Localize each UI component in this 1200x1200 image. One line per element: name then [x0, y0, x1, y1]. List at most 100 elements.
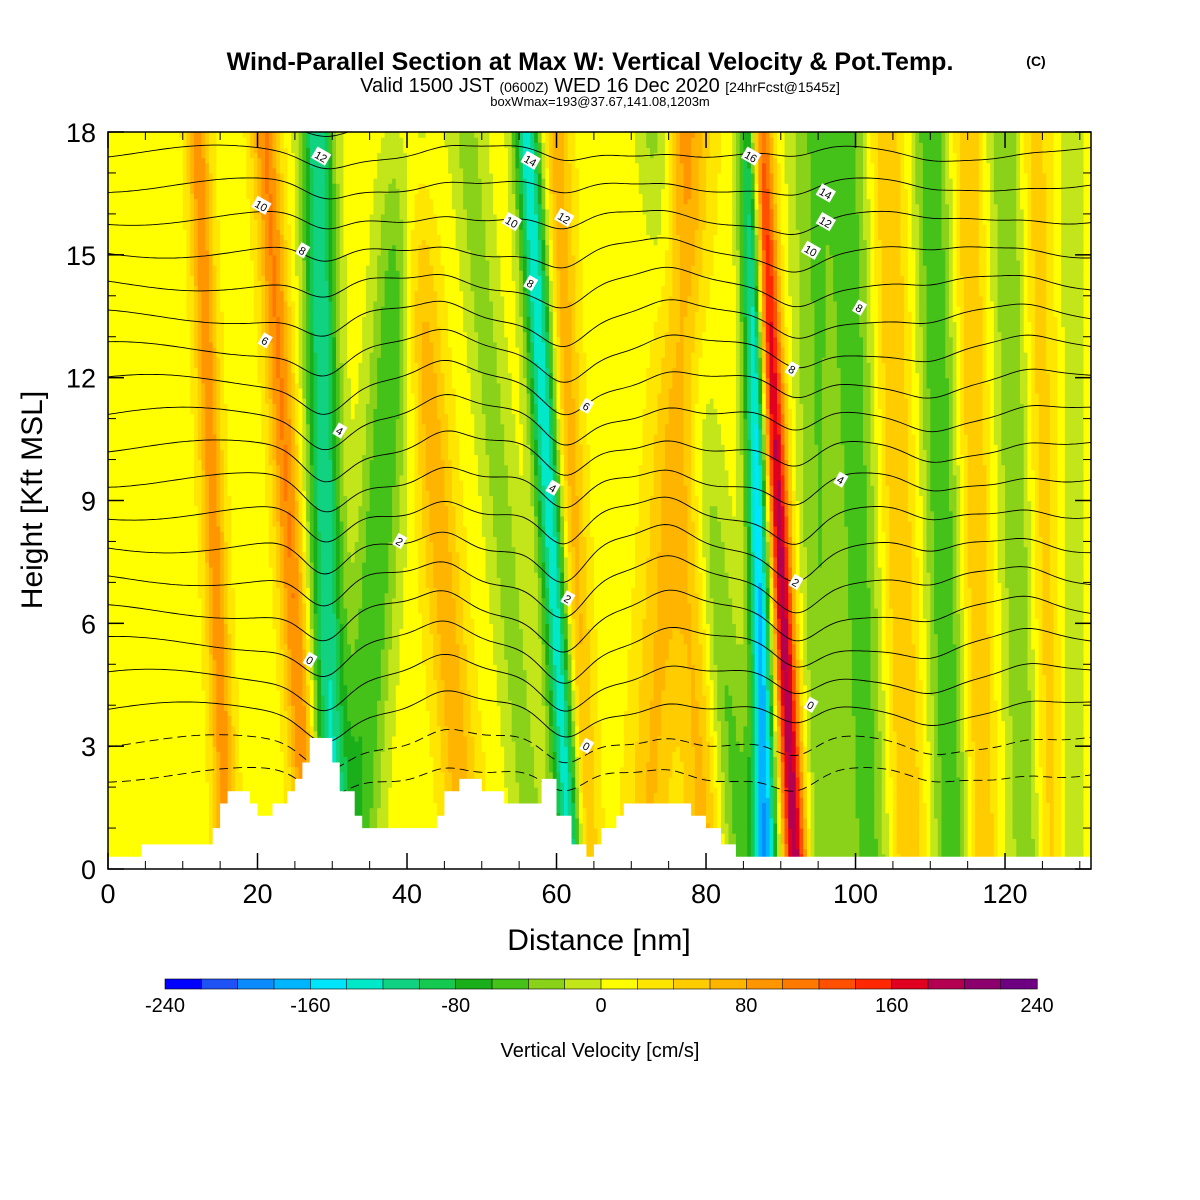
w-cell [896, 812, 901, 819]
w-cell [171, 787, 176, 793]
w-cell [597, 807, 602, 814]
w-cell [911, 787, 916, 793]
w-cell [919, 787, 924, 793]
chart-title: Wind-Parallel Section at Max W: Vertical… [227, 48, 954, 76]
w-cell [784, 817, 789, 824]
w-cell [907, 787, 913, 793]
w-cell [567, 802, 573, 809]
w-cell [784, 822, 789, 829]
w-cell [829, 817, 834, 824]
w-cell [1019, 817, 1025, 824]
w-cell [997, 776, 1002, 783]
w-cell [743, 802, 748, 809]
w-cell [119, 822, 124, 829]
w-cell [877, 838, 883, 845]
w-cell [814, 797, 819, 804]
w-cell [608, 817, 614, 824]
w-cell [1046, 838, 1051, 845]
w-cell [571, 776, 576, 783]
w-cell [1005, 853, 1010, 860]
w-cell [713, 771, 718, 778]
w-cell [810, 843, 816, 850]
w-cell [769, 828, 774, 834]
w-cell [1019, 848, 1025, 855]
w-cell [930, 776, 935, 783]
w-cell [160, 787, 165, 793]
w-cell [919, 843, 924, 850]
w-cell [407, 771, 412, 778]
w-cell [769, 787, 774, 793]
w-cell [433, 771, 438, 778]
w-cell [496, 771, 502, 778]
w-cell [616, 792, 621, 798]
w-cell [997, 822, 1002, 829]
w-cell [261, 802, 266, 809]
w-cell [179, 822, 184, 829]
w-cell [440, 776, 445, 783]
w-cell [287, 787, 292, 793]
w-cell [825, 828, 830, 834]
w-cell [425, 771, 431, 778]
w-cell [803, 828, 808, 834]
w-cell [934, 817, 939, 824]
w-cell [934, 802, 939, 809]
w-cell [1027, 822, 1032, 829]
w-cell [182, 787, 188, 793]
w-cell [735, 838, 741, 845]
w-cell [948, 817, 954, 824]
w-cell [975, 833, 980, 839]
w-cell [362, 781, 367, 788]
w-cell [750, 812, 756, 819]
w-cell [754, 817, 759, 824]
w-cell [747, 807, 752, 814]
w-cell [496, 787, 502, 793]
w-cell [971, 843, 976, 850]
w-cell [227, 771, 232, 778]
w-cell [836, 848, 842, 855]
w-cell [1012, 787, 1017, 793]
w-cell [395, 812, 401, 819]
w-cell [362, 787, 367, 793]
w-cell [720, 828, 726, 834]
w-cell [907, 828, 913, 834]
w-cell [683, 781, 688, 788]
w-cell [582, 781, 588, 788]
w-cell [866, 771, 872, 778]
w-cell [702, 787, 707, 793]
w-cell [743, 817, 748, 824]
w-cell [1038, 853, 1044, 860]
w-cell [877, 781, 883, 788]
w-cell [926, 776, 931, 783]
w-cell [1001, 797, 1006, 804]
w-cell [892, 797, 898, 804]
w-cell [821, 828, 827, 834]
w-cell [863, 838, 868, 845]
w-cell [1034, 807, 1040, 814]
w-cell [777, 838, 782, 845]
w-cell [1042, 812, 1047, 819]
w-cell [526, 787, 531, 793]
w-cell [810, 787, 816, 793]
w-cell [130, 822, 135, 829]
w-cell [997, 797, 1002, 804]
w-cell [821, 833, 827, 839]
w-cell [141, 792, 146, 798]
w-cell [874, 848, 879, 855]
w-cell [253, 792, 259, 798]
w-cell [952, 848, 958, 855]
w-cell [489, 781, 494, 788]
w-cell [586, 848, 591, 855]
w-cell [821, 807, 827, 814]
w-cell [1034, 771, 1040, 778]
w-cell [799, 833, 804, 839]
w-cell [911, 792, 916, 798]
w-cell [156, 828, 161, 834]
w-cell [814, 822, 819, 829]
w-cell [956, 797, 961, 804]
w-cell [429, 771, 434, 778]
w-cell [1076, 802, 1081, 809]
w-cell [803, 776, 808, 783]
w-cell [649, 781, 655, 788]
w-cell [534, 797, 539, 804]
w-cell [724, 787, 730, 793]
